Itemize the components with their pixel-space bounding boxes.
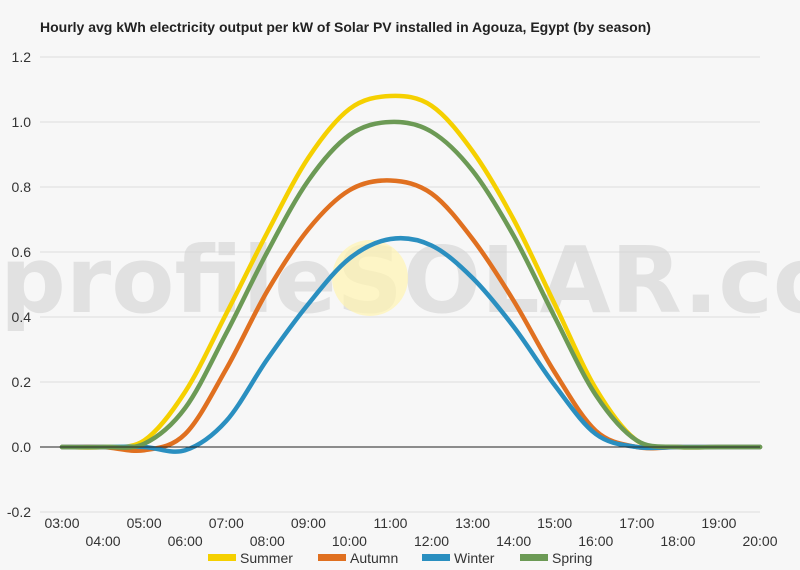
x-tick-label: 20:00 bbox=[742, 533, 777, 549]
y-tick-label: 0.8 bbox=[12, 179, 32, 195]
x-tick-label: 13:00 bbox=[455, 515, 490, 531]
x-tick-label: 03:00 bbox=[44, 515, 79, 531]
chart-title: Hourly avg kWh electricity output per kW… bbox=[40, 19, 651, 35]
x-tick-label: 16:00 bbox=[578, 533, 613, 549]
x-tick-label: 08:00 bbox=[250, 533, 285, 549]
x-tick-label: 14:00 bbox=[496, 533, 531, 549]
x-tick-label: 04:00 bbox=[86, 533, 121, 549]
x-tick-label: 07:00 bbox=[209, 515, 244, 531]
legend-label-summer: Summer bbox=[240, 550, 293, 566]
legend-swatch-autumn bbox=[318, 554, 346, 561]
watermark-sun bbox=[332, 240, 408, 316]
y-tick-label: 0.0 bbox=[12, 439, 32, 455]
series-line-spring bbox=[59, 119, 763, 450]
legend-label-spring: Spring bbox=[552, 550, 592, 566]
y-tick-label: -0.2 bbox=[7, 504, 31, 520]
legend-label-autumn: Autumn bbox=[350, 550, 398, 566]
legend-label-winter: Winter bbox=[454, 550, 495, 566]
legend-swatch-spring bbox=[520, 554, 548, 561]
x-tick-label: 06:00 bbox=[168, 533, 203, 549]
y-tick-label: 0.2 bbox=[12, 374, 32, 390]
x-tick-label: 19:00 bbox=[701, 515, 736, 531]
y-tick-label: 1.2 bbox=[12, 49, 32, 65]
y-tick-label: 0.6 bbox=[12, 244, 32, 260]
legend-swatch-winter bbox=[422, 554, 450, 561]
legend-swatch-summer bbox=[208, 554, 236, 561]
y-tick-label: 0.4 bbox=[12, 309, 32, 325]
y-tick-label: 1.0 bbox=[12, 114, 32, 130]
x-tick-label: 18:00 bbox=[660, 533, 695, 549]
x-tick-label: 11:00 bbox=[373, 515, 407, 531]
x-tick-label: 12:00 bbox=[414, 533, 449, 549]
x-tick-label: 10:00 bbox=[332, 533, 367, 549]
x-tick-label: 09:00 bbox=[291, 515, 326, 531]
x-tick-label: 15:00 bbox=[537, 515, 572, 531]
x-tick-label: 05:00 bbox=[127, 515, 162, 531]
x-tick-label: 17:00 bbox=[619, 515, 654, 531]
